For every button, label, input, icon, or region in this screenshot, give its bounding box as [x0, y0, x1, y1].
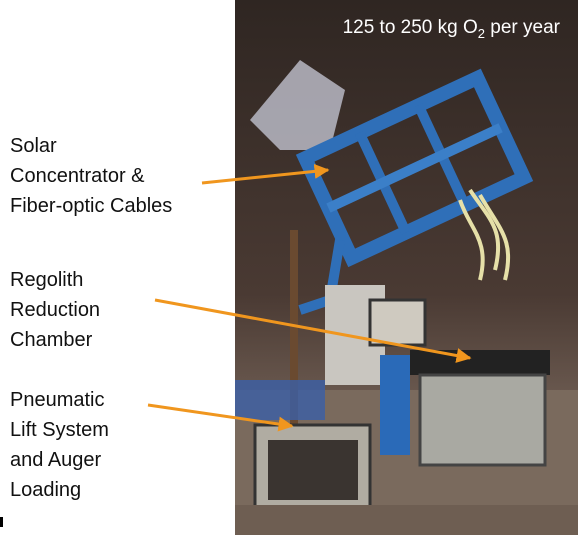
label-line: Fiber-optic Cables [10, 195, 172, 217]
label-line: Loading [10, 479, 81, 501]
arrow [147, 403, 294, 432]
label-line: and Auger [10, 449, 102, 471]
label-line: Concentrator & [10, 165, 145, 187]
caption-subscript: 2 [478, 26, 485, 41]
caption: 125 to 250 kg O2 per year [343, 17, 561, 41]
caption-text: per year [485, 17, 561, 38]
label-line: Regolith [10, 269, 83, 291]
mark [0, 517, 3, 527]
label-line: Pneumatic [10, 389, 105, 411]
label-line: Chamber [10, 329, 93, 351]
label-line: Lift System [10, 419, 109, 441]
photo [235, 0, 578, 535]
label-line: Reduction [10, 299, 100, 321]
label-line: Solar [10, 135, 57, 157]
caption-text: 125 to 250 kg O [343, 17, 478, 38]
arrow [201, 163, 330, 185]
arrow [154, 298, 472, 363]
